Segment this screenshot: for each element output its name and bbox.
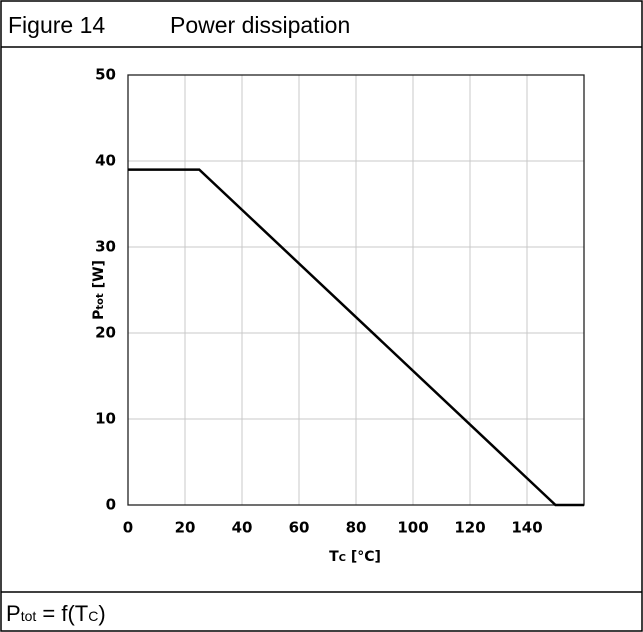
x-tick-label: 100	[397, 519, 428, 537]
x-axis-label: TC [°C]	[329, 549, 381, 565]
y-tick-label: 40	[95, 152, 116, 170]
plot-border	[127, 74, 585, 506]
x-tick-label: 40	[232, 519, 253, 537]
x-tick-label: 60	[289, 519, 310, 537]
y-tick-label: 50	[95, 66, 116, 84]
y-tick-label: 0	[106, 496, 116, 514]
x-tick-label: 80	[346, 519, 367, 537]
y-tick-label: 30	[95, 238, 116, 256]
x-tick-label: 120	[454, 519, 485, 537]
footer-formula: Ptot = f(TC)	[6, 601, 106, 626]
x-tick-label: 140	[511, 519, 542, 537]
x-tick-label: 0	[123, 519, 133, 537]
figure-caption: Power dissipation	[170, 12, 350, 38]
y-tick-label: 10	[95, 410, 116, 428]
y-tick-label: 20	[95, 324, 116, 342]
x-tick-label: 20	[175, 519, 196, 537]
data-line	[128, 168, 584, 507]
y-axis-label: Ptot [W]	[91, 260, 107, 320]
figure-number: Figure 14	[8, 12, 105, 38]
